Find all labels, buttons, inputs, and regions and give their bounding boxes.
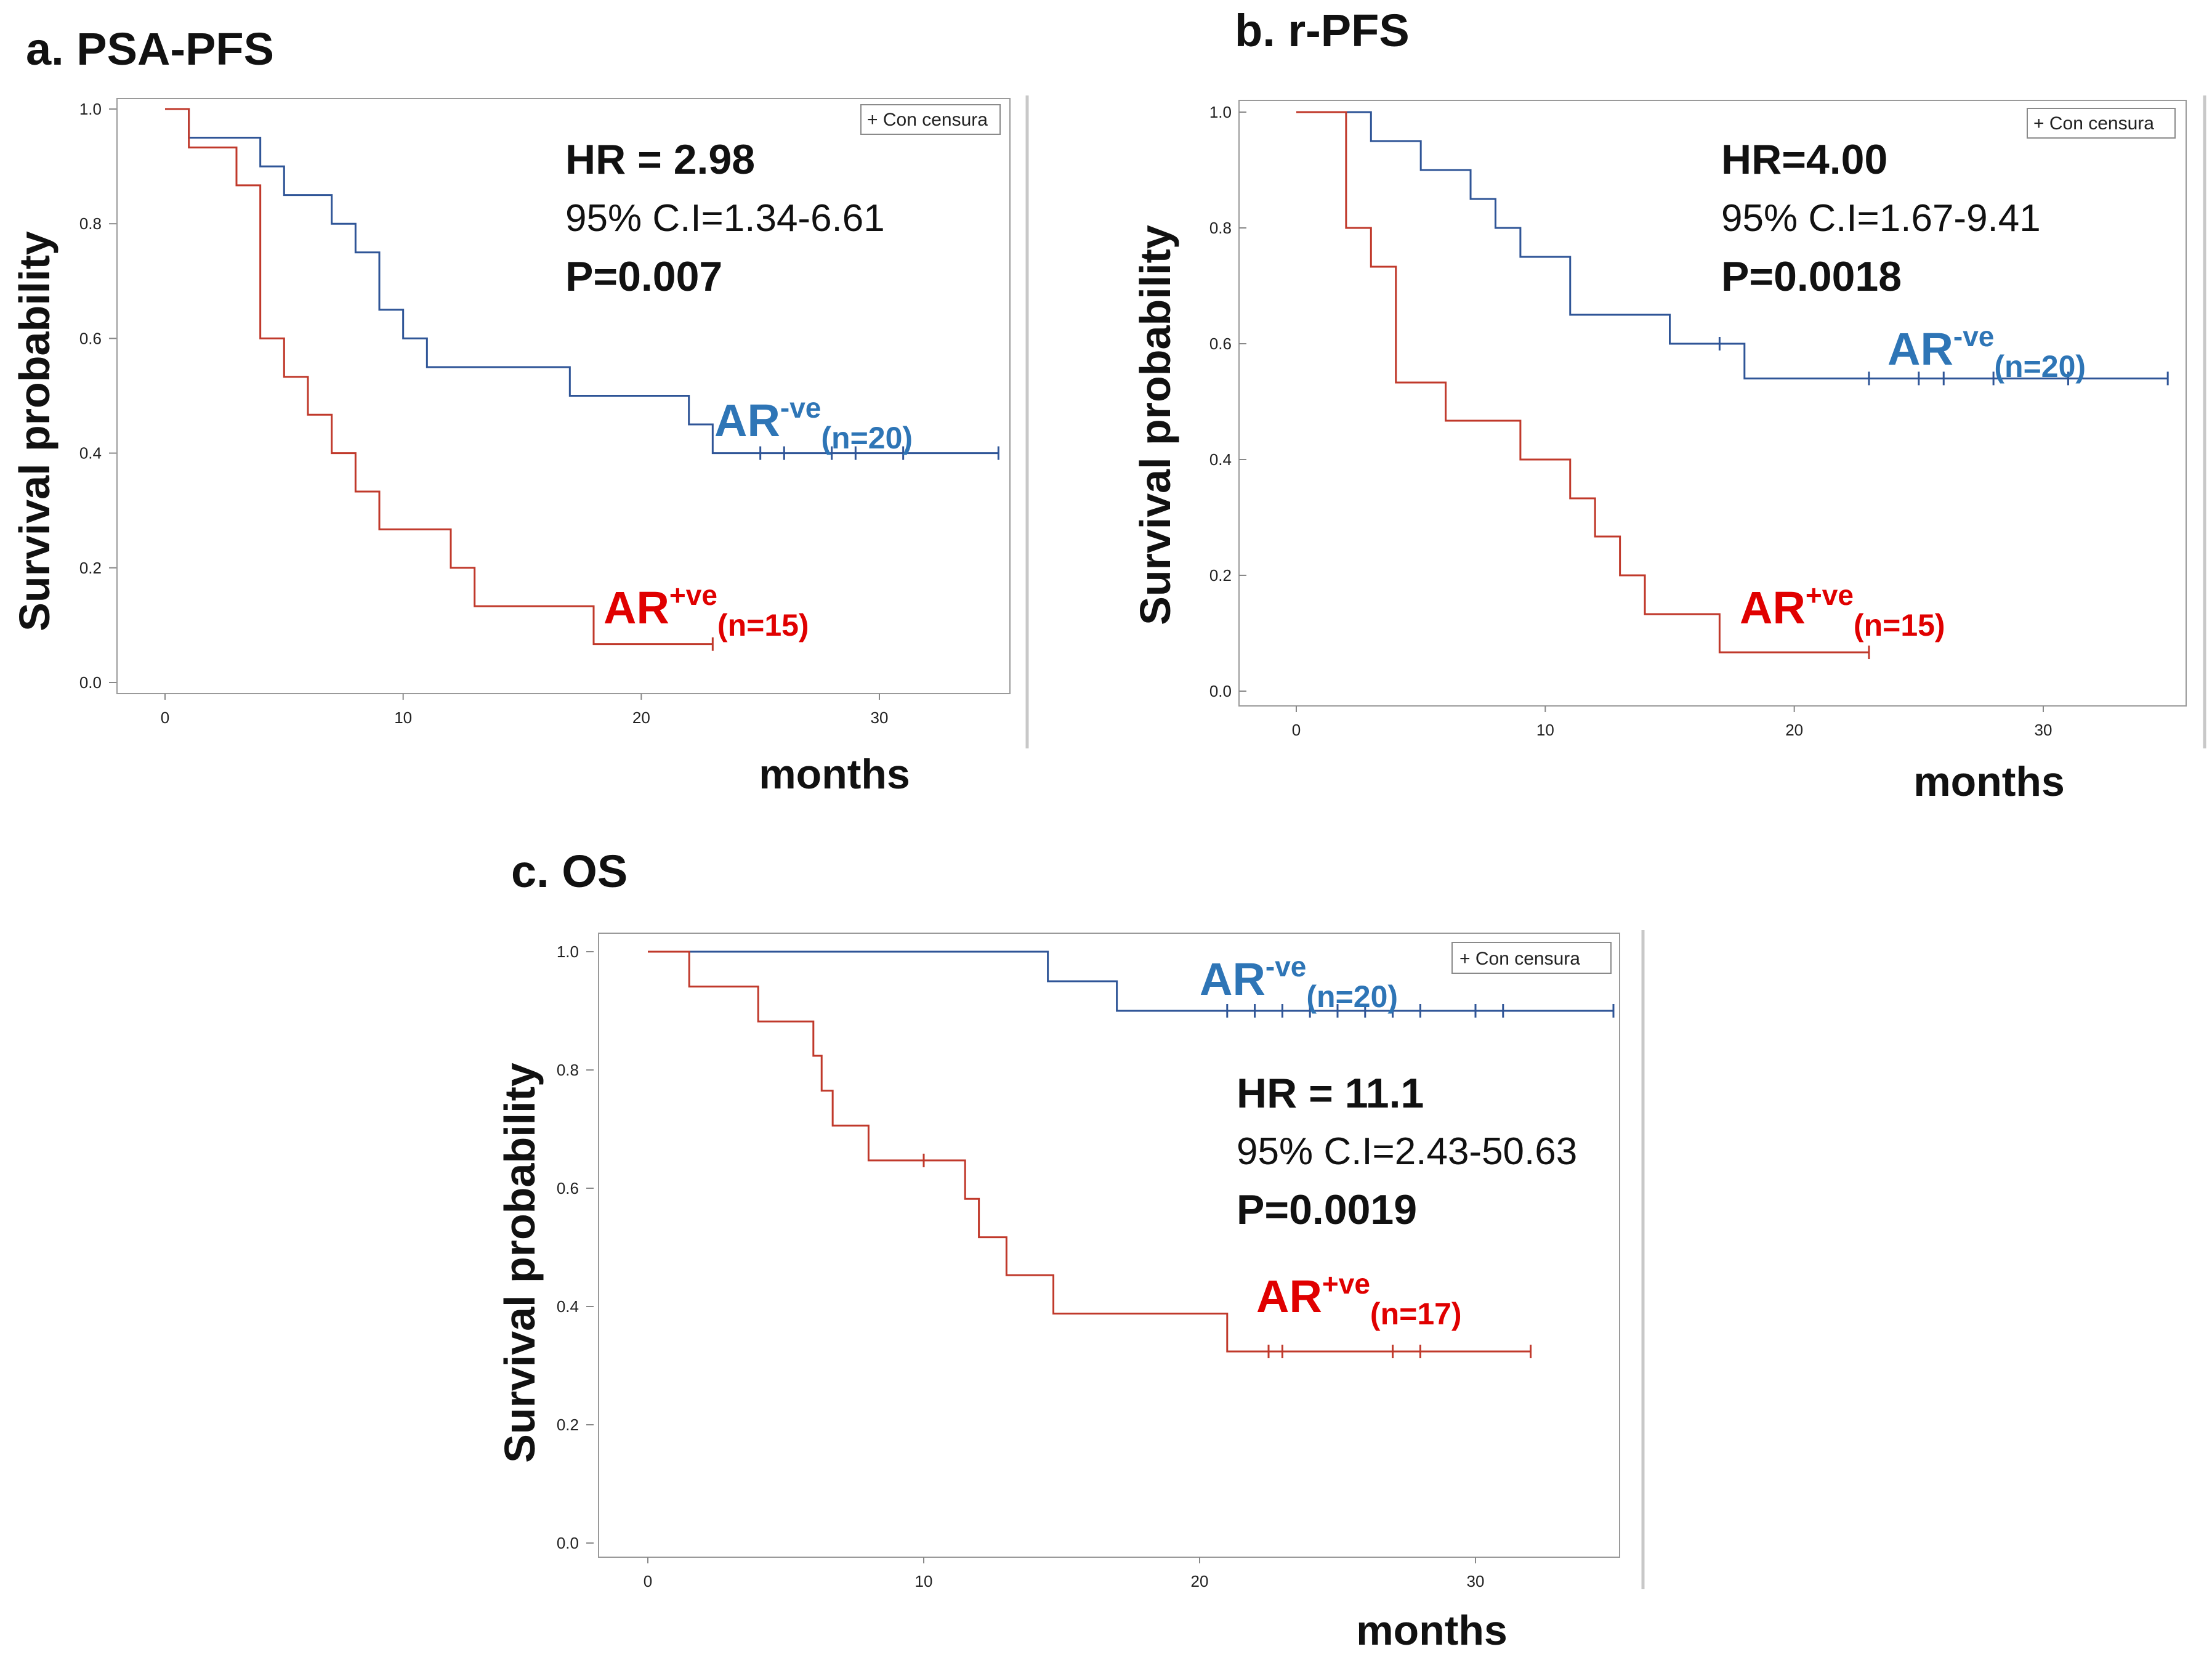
x-tick-label: 0: [644, 1572, 652, 1590]
y-tick-label: 0.8: [557, 1061, 579, 1079]
x-tick-label: 20: [632, 708, 650, 727]
x-tick-label: 30: [1467, 1572, 1485, 1590]
y-tick-label: 0.8: [79, 214, 102, 233]
p-value: P=0.0018: [1721, 253, 1902, 300]
x-tick-label: 20: [1191, 1572, 1209, 1590]
curve-ar-neg: [1296, 111, 2168, 379]
series-label-ar-pos: AR+ve(n=17): [1256, 1268, 1462, 1331]
hazard-ratio: HR=4.00: [1721, 136, 1887, 183]
x-axis-label: months: [759, 751, 910, 798]
y-axis-label: Survival probability: [10, 231, 59, 631]
y-tick-label: 0.6: [79, 329, 102, 347]
curve-ar-pos: [1296, 111, 1869, 654]
y-tick-label: 0.2: [557, 1416, 579, 1434]
series-label-ar-pos: AR+ve(n=15): [603, 579, 809, 642]
legend-text: + Con censura: [2033, 113, 2154, 134]
curve-ar-pos: [648, 950, 1531, 1353]
survival-curves: [1296, 111, 2168, 654]
p-value: P=0.0019: [1237, 1186, 1417, 1233]
curve-ar-neg: [165, 108, 999, 455]
legend: + Con censura: [1451, 942, 1612, 974]
series-label-ar-pos: AR+ve(n=15): [1740, 579, 1945, 642]
confidence-interval: 95% C.I=1.67-9.41: [1721, 197, 2041, 240]
x-tick-label: 20: [1785, 721, 1803, 739]
legend: + Con censura: [2027, 108, 2176, 139]
survival-curves: [648, 950, 1613, 1353]
panel-title: a. PSA-PFS: [26, 23, 274, 75]
panel-title: b. r-PFS: [1235, 5, 1410, 56]
series-label-ar-neg: AR-ve(n=20): [1887, 320, 2086, 384]
y-tick-label: 0.0: [557, 1534, 579, 1552]
panel-os: c. OS Survival probability months 0 10 20 3…: [496, 846, 1645, 1654]
series-label-ar-neg: AR-ve(n=20): [1200, 950, 1398, 1014]
y-tick-label: 1.0: [79, 100, 102, 118]
censor-marks: [1718, 337, 2169, 660]
curve-ar-neg: [648, 950, 1613, 1012]
x-tick-label: 0: [1292, 721, 1301, 739]
x-tick-label: 30: [2035, 721, 2053, 739]
panel-psa-pfs: a. PSA-PFS Survival probability months 0…: [10, 23, 1029, 798]
panel-title: c. OS: [511, 846, 628, 897]
confidence-interval: 95% C.I=2.43-50.63: [1237, 1130, 1577, 1173]
legend-box: [1451, 942, 1612, 974]
y-tick-label: 0.4: [557, 1297, 579, 1316]
curve-ar-pos: [165, 108, 713, 646]
y-tick-label: 1.0: [557, 942, 579, 961]
legend: + Con censura: [860, 104, 1001, 135]
series-label-ar-neg: AR-ve(n=20): [714, 392, 913, 455]
y-axis-label: Survival probability: [496, 1063, 544, 1463]
x-tick-label: 30: [871, 708, 889, 727]
hazard-ratio: HR = 11.1: [1237, 1070, 1424, 1117]
plot-area: [1238, 100, 2187, 707]
x-tick-label: 10: [1536, 721, 1554, 739]
axis-ticks: 0 10 20 30 0.0 0.2 0.4 0.6 0.8 1.0: [1209, 103, 2053, 739]
x-axis-label: months: [1913, 758, 2065, 805]
y-tick-label: 0.0: [79, 673, 102, 692]
y-tick-label: 0.2: [1209, 566, 1232, 585]
confidence-interval: 95% C.I=1.34-6.61: [565, 197, 885, 240]
axis-ticks: 0 10 20 30 0.0 0.2 0.4 0.6 0.8 1.0: [557, 942, 1485, 1590]
hazard-ratio: HR = 2.98: [565, 136, 755, 183]
plot-area: [598, 933, 1620, 1558]
y-tick-label: 1.0: [1209, 103, 1232, 121]
legend-text: + Con censura: [1459, 949, 1580, 969]
plot-area: [116, 98, 1011, 694]
censor-marks: [711, 446, 999, 651]
p-value: P=0.007: [565, 253, 722, 300]
legend-box: [2027, 108, 2176, 139]
y-axis-label: Survival probability: [1131, 225, 1179, 625]
axis-ticks: 0 10 20 30 0.0 0.2 0.4 0.6 0.8 1.0: [79, 100, 889, 727]
legend-box: [860, 104, 1001, 135]
y-tick-label: 0.8: [1209, 219, 1232, 237]
x-tick-label: 0: [161, 708, 169, 727]
legend-text: + Con censura: [867, 110, 988, 130]
x-tick-label: 10: [394, 708, 412, 727]
censor-marks: [922, 1004, 1615, 1358]
y-tick-label: 0.4: [1209, 450, 1232, 469]
x-axis-label: months: [1356, 1607, 1508, 1654]
x-tick-label: 10: [915, 1572, 933, 1590]
y-tick-label: 0.2: [79, 559, 102, 577]
survival-curves: [165, 108, 999, 646]
y-tick-label: 0.6: [557, 1179, 579, 1197]
y-tick-label: 0.0: [1209, 682, 1232, 700]
y-tick-label: 0.4: [79, 444, 102, 463]
y-tick-label: 0.6: [1209, 334, 1232, 353]
panel-r-pfs: b. r-PFS Survival probability months 0 10…: [1131, 5, 2206, 805]
